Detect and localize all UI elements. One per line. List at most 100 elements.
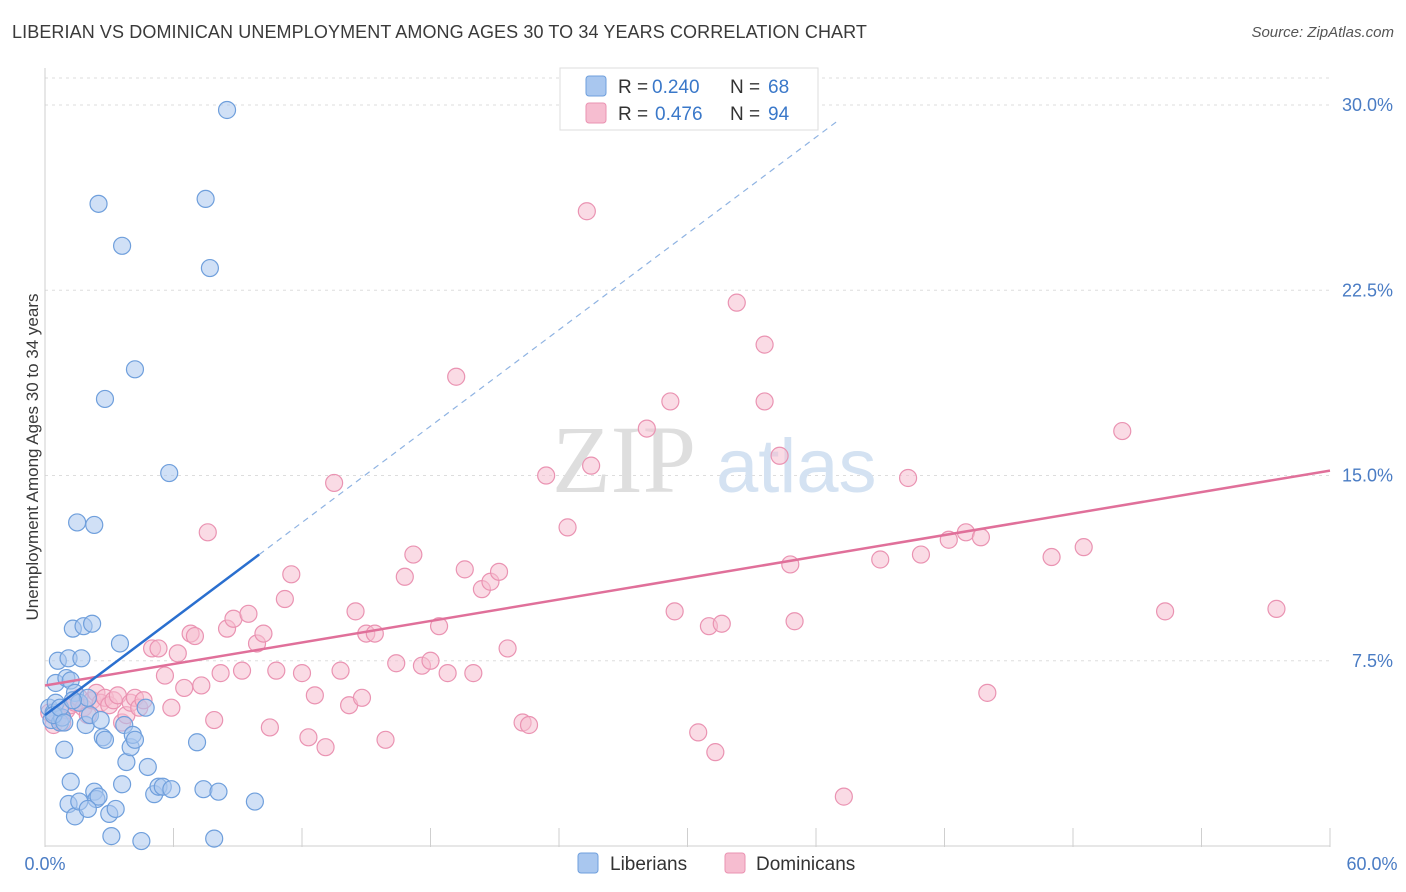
y-tick-label: 30.0% <box>1342 95 1393 115</box>
dominicans-point <box>1113 421 1132 441</box>
legend-swatch-dominicans <box>585 102 607 124</box>
legend-bottom-swatch-liberians <box>577 852 599 874</box>
dominicans-point <box>489 562 509 581</box>
dominicans-point <box>665 602 684 621</box>
dominicans-point <box>205 710 224 730</box>
dominicans-point <box>175 678 194 698</box>
dominicans-point <box>582 456 601 475</box>
dominicans-point <box>192 676 211 695</box>
liberians-point <box>72 649 91 668</box>
watermark-atlas: atlas <box>716 424 877 509</box>
dominicans-point <box>299 728 318 747</box>
dominicans-point <box>1155 602 1175 621</box>
legend-n-label: N = <box>730 77 760 98</box>
liberians-point <box>162 780 181 799</box>
legend-n-value-liberians: 68 <box>768 77 789 98</box>
dominicans-point <box>331 661 350 680</box>
dominicans-point <box>395 567 414 586</box>
legend-r-label: R = <box>618 104 648 125</box>
dominicans-point <box>267 661 286 680</box>
dominicans-point <box>1267 599 1286 618</box>
dominicans-point <box>911 545 931 564</box>
dominicans-point <box>168 644 187 663</box>
liberians-point <box>110 634 130 653</box>
liberians-point <box>89 194 108 213</box>
dominicans-point <box>149 639 168 658</box>
liberians-point <box>187 733 207 752</box>
dominicans-point <box>316 738 335 757</box>
legend-r-value-liberians: 0.240 <box>652 77 700 98</box>
legend-r-label: R = <box>618 77 648 98</box>
legend-bottom: Liberians Dominicans <box>577 852 855 875</box>
liberians-point <box>78 799 97 819</box>
dominicans-point <box>404 545 423 564</box>
dominicans-point <box>421 651 440 670</box>
dominicans-point <box>282 565 301 584</box>
legend-top: R = 0.240 N = 68 R = 0.476 N = 94 <box>559 67 819 131</box>
trend-lines <box>44 120 1331 717</box>
liberians-point <box>138 757 157 777</box>
dominicans-point <box>971 528 991 547</box>
dominicans-point <box>438 664 457 683</box>
dominicans-point <box>292 664 312 683</box>
dominicans-point <box>1042 547 1061 567</box>
dominicans-point <box>498 639 517 658</box>
legend-r-value-dominicans: 0.476 <box>655 104 703 125</box>
liberians-point <box>217 100 237 120</box>
dominicans-point <box>661 392 680 411</box>
liberians-point <box>89 787 108 806</box>
dominicans-point <box>260 718 279 737</box>
dominicans-point <box>325 473 344 493</box>
legend-n-value-dominicans: 94 <box>768 104 790 125</box>
legend-bottom-label-liberians: Liberians <box>610 854 687 875</box>
dominicans-point <box>429 617 449 636</box>
liberians-point <box>83 614 102 633</box>
dominicans-point <box>781 555 800 574</box>
dominicans-point <box>770 446 789 465</box>
chart-source: Source: ZipAtlas.com <box>1251 24 1394 41</box>
dominicans-point <box>785 612 804 631</box>
liberians-point <box>95 389 115 409</box>
dominicans-point <box>558 518 577 537</box>
dominicans-point <box>365 624 384 643</box>
liberians-point <box>106 799 125 819</box>
liberians-trend-line <box>44 553 260 717</box>
legend-bottom-swatch-dominicans <box>724 852 746 874</box>
y-tick-label: 15.0% <box>1342 466 1393 486</box>
chart-title: LIBERIAN VS DOMINICAN UNEMPLOYMENT AMONG… <box>12 22 868 42</box>
dominicans-point <box>211 664 230 683</box>
liberians-point <box>209 782 228 801</box>
liberians-point <box>136 698 155 717</box>
liberians-point <box>61 772 80 791</box>
liberians-points <box>40 100 264 851</box>
dominicans-point <box>155 666 175 685</box>
dominicans-point <box>637 419 656 438</box>
dominicans-point <box>712 614 731 633</box>
dominicans-point <box>239 604 258 623</box>
dominicans-point <box>978 683 997 702</box>
y-tick-labels: 7.5% 15.0% 22.5% 30.0% <box>1342 95 1393 671</box>
liberians-point <box>78 688 97 707</box>
legend-swatch-liberians <box>585 75 607 97</box>
dominicans-point <box>254 624 273 643</box>
liberians-point <box>55 740 74 759</box>
dominicans-point <box>1074 538 1093 557</box>
liberians-point <box>95 730 115 749</box>
watermark: ZIP atlas <box>552 406 877 513</box>
dominicans-point <box>898 468 918 488</box>
dominicans-point <box>162 698 181 717</box>
dominicans-point <box>871 550 890 569</box>
liberians-point <box>125 730 145 749</box>
liberians-point <box>125 360 145 379</box>
dominicans-point <box>305 686 324 705</box>
liberians-point <box>68 513 87 532</box>
dominicans-point <box>387 654 406 673</box>
dominicans-point <box>519 715 539 735</box>
liberians-point <box>196 189 215 209</box>
dominicans-point <box>376 730 395 749</box>
legend-n-label: N = <box>730 104 760 125</box>
dominicans-point <box>185 626 205 646</box>
dominicans-point <box>275 589 294 609</box>
liberians-point <box>102 827 121 846</box>
x-tick-marks <box>44 828 1331 847</box>
